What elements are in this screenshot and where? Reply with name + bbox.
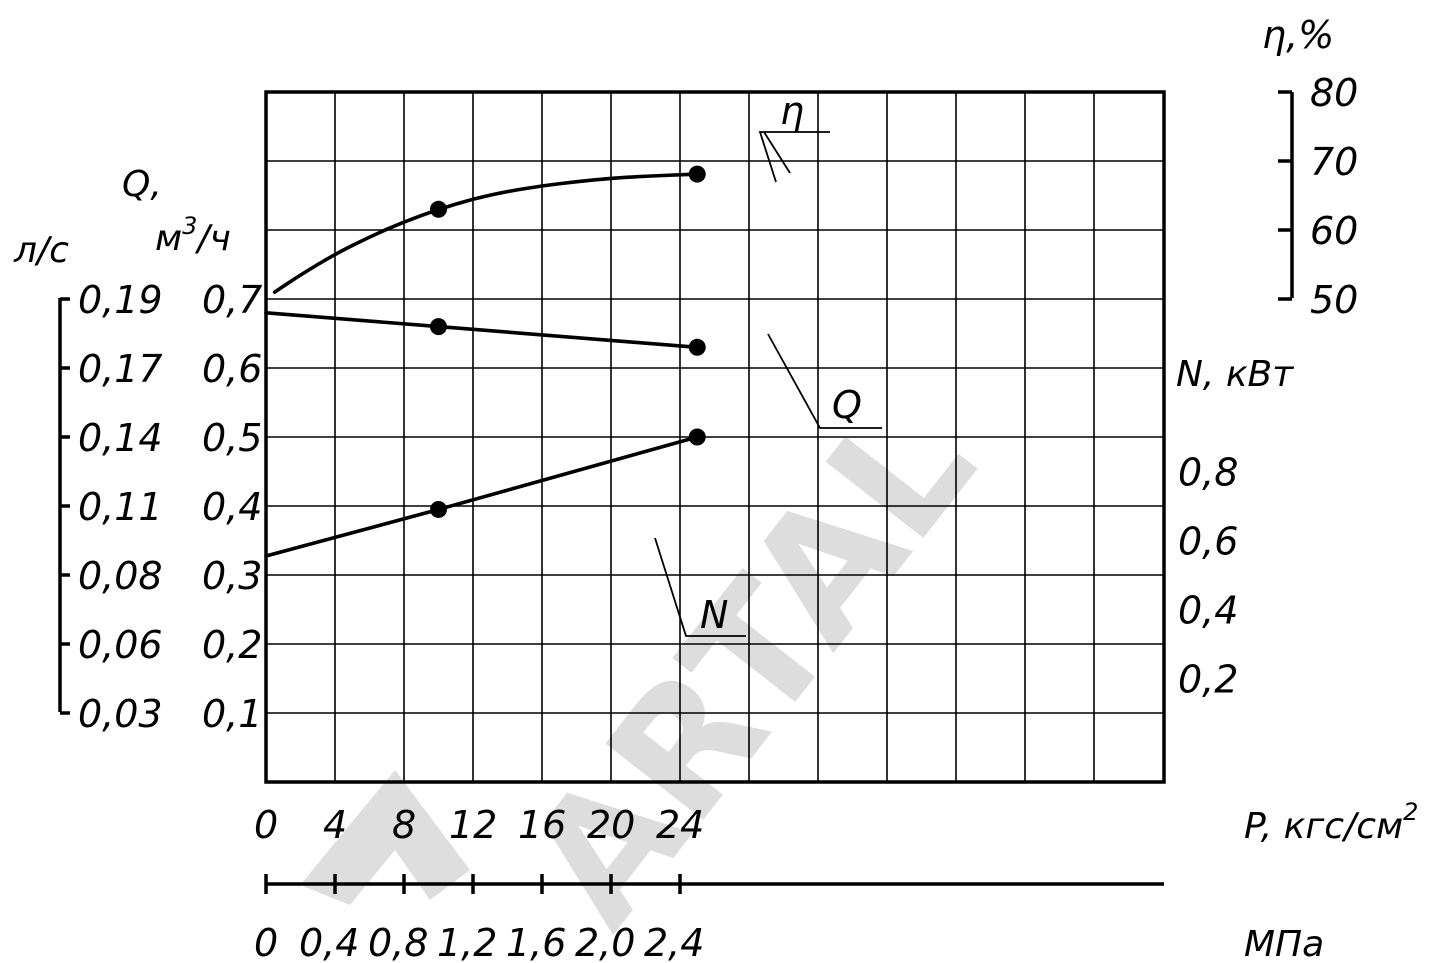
plot-frame (264, 90, 1166, 784)
q-m3h-scale: 0,1 0,2 0,3 0,4 0,5 0,6 0,7 (202, 278, 262, 736)
n-tick-label: 0,8 (1178, 451, 1238, 495)
marker-eta (688, 165, 706, 183)
q-ls-axis-title: л/с (13, 230, 69, 271)
x-axis-title-text: P, кгс/см (1244, 806, 1403, 847)
q-axis-unit-tail: /ч (194, 218, 230, 259)
marker-eta (430, 200, 447, 218)
x-tick-label: 0 (254, 803, 278, 847)
x-tick-label: 12 (449, 803, 497, 847)
x-axis-title: P, кгс/см2 (1244, 798, 1418, 847)
eta-tick-label: 80 (1310, 71, 1358, 115)
q-ls-tick-label: 0,03 (78, 692, 163, 736)
q-ls-tick-label: 0,14 (78, 416, 163, 460)
n-axis-title: N, кВт (1176, 354, 1294, 395)
leader-eta-2 (763, 131, 791, 174)
chart-grid (266, 92, 1164, 782)
eta-axis-title: η,% (1262, 13, 1334, 57)
eta-scale: 80 70 60 50 (1278, 71, 1358, 322)
eta-tick-label: 50 (1310, 278, 1358, 322)
label-eta: η (758, 89, 830, 183)
q-m3h-tick-label: 0,2 (202, 623, 262, 667)
q-axis-unit-m: м (155, 218, 182, 259)
watermark-logo (300, 770, 470, 905)
label-n: N (654, 537, 746, 637)
leader-eta (758, 131, 830, 183)
q-m3h-tick-label: 0,1 (202, 692, 262, 736)
marker-n (688, 428, 706, 446)
eta-tick-label: 60 (1310, 209, 1358, 253)
mpa-tick-label: 2,4 (644, 921, 704, 963)
leader-q (767, 333, 882, 429)
curve-label-n: N (700, 593, 728, 637)
curve-label-q: Q (832, 383, 862, 427)
chart-markers (430, 165, 706, 518)
marker-q (430, 318, 447, 336)
q-axis-unit-sup: 3 (182, 212, 197, 240)
x-tick-label: 8 (392, 803, 416, 847)
watermark-logo-mark (300, 770, 470, 905)
n-scale: 0,8 0,6 0,4 0,2 (1178, 451, 1238, 702)
mpa-tick-label: 0,8 (368, 921, 428, 963)
mpa-scale: 0 0,4 0,8 1,2 1,6 2,0 2,4 (254, 874, 704, 963)
q-ls-tick-label: 0,08 (78, 554, 163, 598)
q-m3h-tick-label: 0,3 (202, 554, 262, 598)
watermark: ARTAL (489, 368, 1013, 961)
q-axis-title: Q, (122, 164, 162, 205)
mpa-axis-title: МПа (1244, 924, 1324, 963)
curve-n (264, 435, 700, 558)
q-ls-tick-label: 0,06 (78, 623, 163, 667)
q-ls-tick-label: 0,17 (78, 347, 163, 391)
x-axis-title-sup: 2 (1403, 798, 1418, 826)
q-m3h-tick-label: 0,5 (202, 416, 262, 460)
leader-n (654, 537, 746, 637)
x-tick-label: 24 (656, 803, 704, 847)
n-tick-label: 0,6 (1178, 520, 1238, 564)
x-tick-label: 20 (587, 803, 635, 847)
mpa-tick-label: 0 (254, 921, 278, 963)
curve-q (264, 311, 700, 350)
x-tick-label: 16 (518, 803, 566, 847)
q-m3h-tick-label: 0,7 (202, 278, 262, 322)
x-scale: 0 4 8 12 16 20 24 (254, 803, 704, 847)
q-ls-tick-label: 0,11 (78, 485, 163, 529)
n-tick-label: 0,2 (1178, 658, 1238, 702)
q-m3h-tick-label: 0,6 (202, 347, 262, 391)
q-axis-unit: м3/ч (155, 212, 231, 259)
mpa-tick-label: 1,6 (506, 921, 566, 963)
marker-q (688, 338, 706, 356)
mpa-tick-label: 1,2 (437, 921, 497, 963)
marker-n (430, 500, 447, 518)
mpa-tick-label: 2,0 (575, 921, 635, 963)
curve-eta (272, 172, 700, 294)
chart-curves (264, 172, 700, 558)
q-m3h-tick-label: 0,4 (202, 485, 262, 529)
watermark-text: ARTAL (489, 368, 1013, 961)
curve-label-eta: η (780, 89, 804, 133)
label-q: Q (767, 333, 882, 429)
mpa-tick-label: 0,4 (299, 921, 359, 963)
q-ls-scale: 0,19 0,17 0,14 0,11 0,08 0,06 0,03 (60, 278, 163, 736)
q-ls-tick-label: 0,19 (78, 278, 163, 322)
x-tick-label: 4 (323, 803, 347, 847)
eta-tick-label: 70 (1310, 140, 1358, 184)
n-tick-label: 0,4 (1178, 589, 1238, 633)
